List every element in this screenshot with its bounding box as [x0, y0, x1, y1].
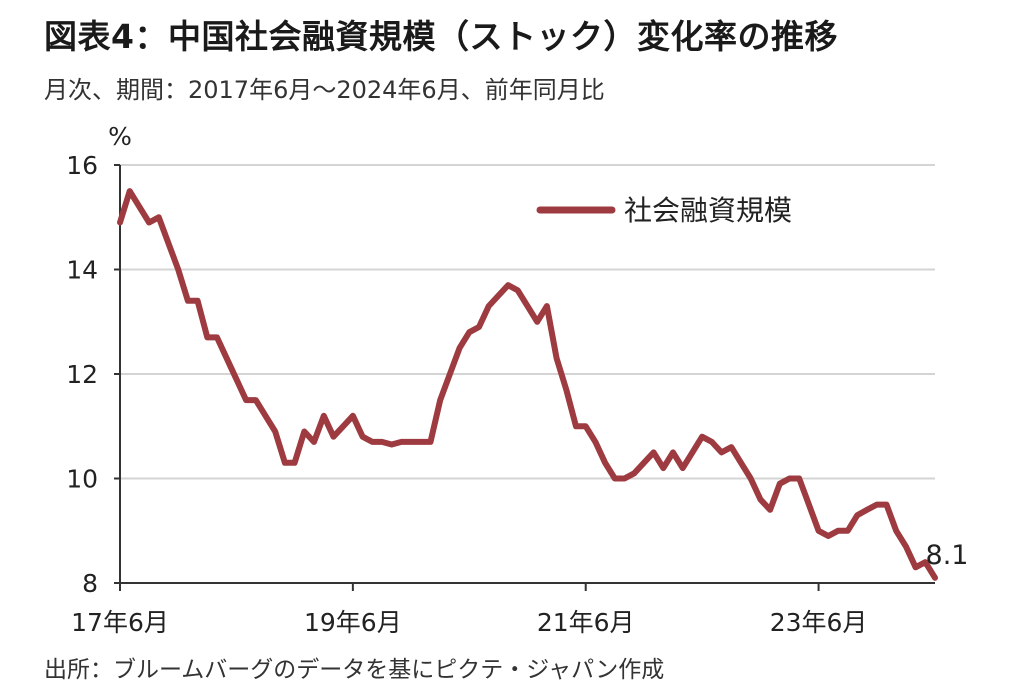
chart-subtitle: 月次、期間：2017年6月～2024年6月、前年同月比	[44, 76, 605, 104]
series-line	[117, 188, 938, 581]
y-tick-label: 14	[66, 256, 98, 285]
chart-title: 図表4：中国社会融資規模（ストック）変化率の推移	[44, 17, 838, 56]
x-tick-label: 23年6月	[770, 608, 868, 637]
y-tick-label: 16	[66, 151, 98, 180]
axes: 8 10 12 14 16% 17年6月 19年6月 21年6月 23年6月	[66, 122, 935, 637]
source-note: 出所：ブルームバーグのデータを基にピクテ・ジャパン作成	[44, 657, 665, 683]
x-tick-label: 21年6月	[537, 608, 635, 637]
chart-labels: 8.1	[926, 540, 969, 571]
y-axis-unit: %	[108, 122, 132, 151]
x-tick-label: 19年6月	[304, 608, 402, 637]
grid-lines	[120, 164, 935, 480]
x-tick-label: 17年6月	[71, 608, 169, 637]
end-value-label: 8.1	[926, 540, 969, 571]
y-tick-label: 10	[66, 465, 98, 494]
legend-label: 社会融資規模	[624, 194, 792, 227]
y-tick-label: 12	[66, 360, 98, 389]
legend: 社会融資規模	[536, 194, 792, 227]
y-tick-label: 8	[82, 569, 98, 598]
series-lines	[117, 188, 938, 581]
